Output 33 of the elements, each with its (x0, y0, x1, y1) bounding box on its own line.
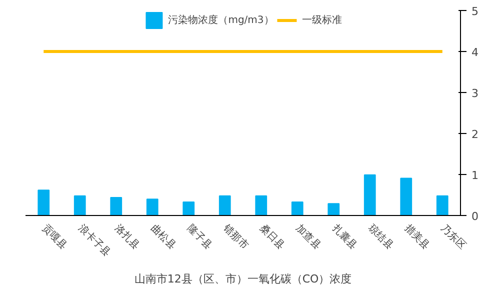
x-tick-label: 扎囊县 (330, 222, 360, 252)
bar (146, 198, 158, 216)
x-tick-label: 隆子县 (184, 222, 214, 252)
y-tick-label: 5 (472, 5, 478, 18)
x-tick-label: 洛扎县 (112, 222, 142, 252)
y-tick-label: 1 (472, 169, 478, 182)
y-tick-label: 0 (472, 210, 478, 223)
x-tick-label: 桑日县 (257, 222, 286, 252)
x-tick-label: 曲松县 (148, 222, 178, 252)
text: 山南市12县（区、市）一氧化碳（CO）浓度 (134, 272, 352, 286)
bar (400, 178, 412, 216)
y-tick-label: 4 (472, 46, 478, 59)
y-tick-label: 3 (472, 87, 478, 100)
x-tick-label: 乃东区 (438, 222, 468, 252)
x-tick-label: 措美县 (402, 222, 432, 252)
bar (38, 190, 50, 216)
x-tick-label: 贡嘎县 (40, 222, 69, 252)
y-tick-label: 2 (472, 128, 478, 141)
x-tick-label: 错那市 (220, 221, 251, 252)
bar (436, 195, 448, 216)
x-tick-label: 加查县 (293, 222, 324, 252)
bar (255, 195, 268, 216)
legend-label: 污染物浓度（mg/m3） (168, 14, 274, 27)
bar (291, 201, 304, 216)
bar (364, 174, 376, 216)
bar (74, 195, 86, 216)
x-tick-label: 琼结县 (366, 222, 396, 252)
x-tick-label: 浪卡子县 (76, 222, 113, 259)
bar (110, 196, 122, 216)
bar (182, 201, 195, 216)
bar (328, 203, 340, 216)
bar (218, 195, 231, 216)
legend-label: 一级标准 (302, 14, 342, 27)
